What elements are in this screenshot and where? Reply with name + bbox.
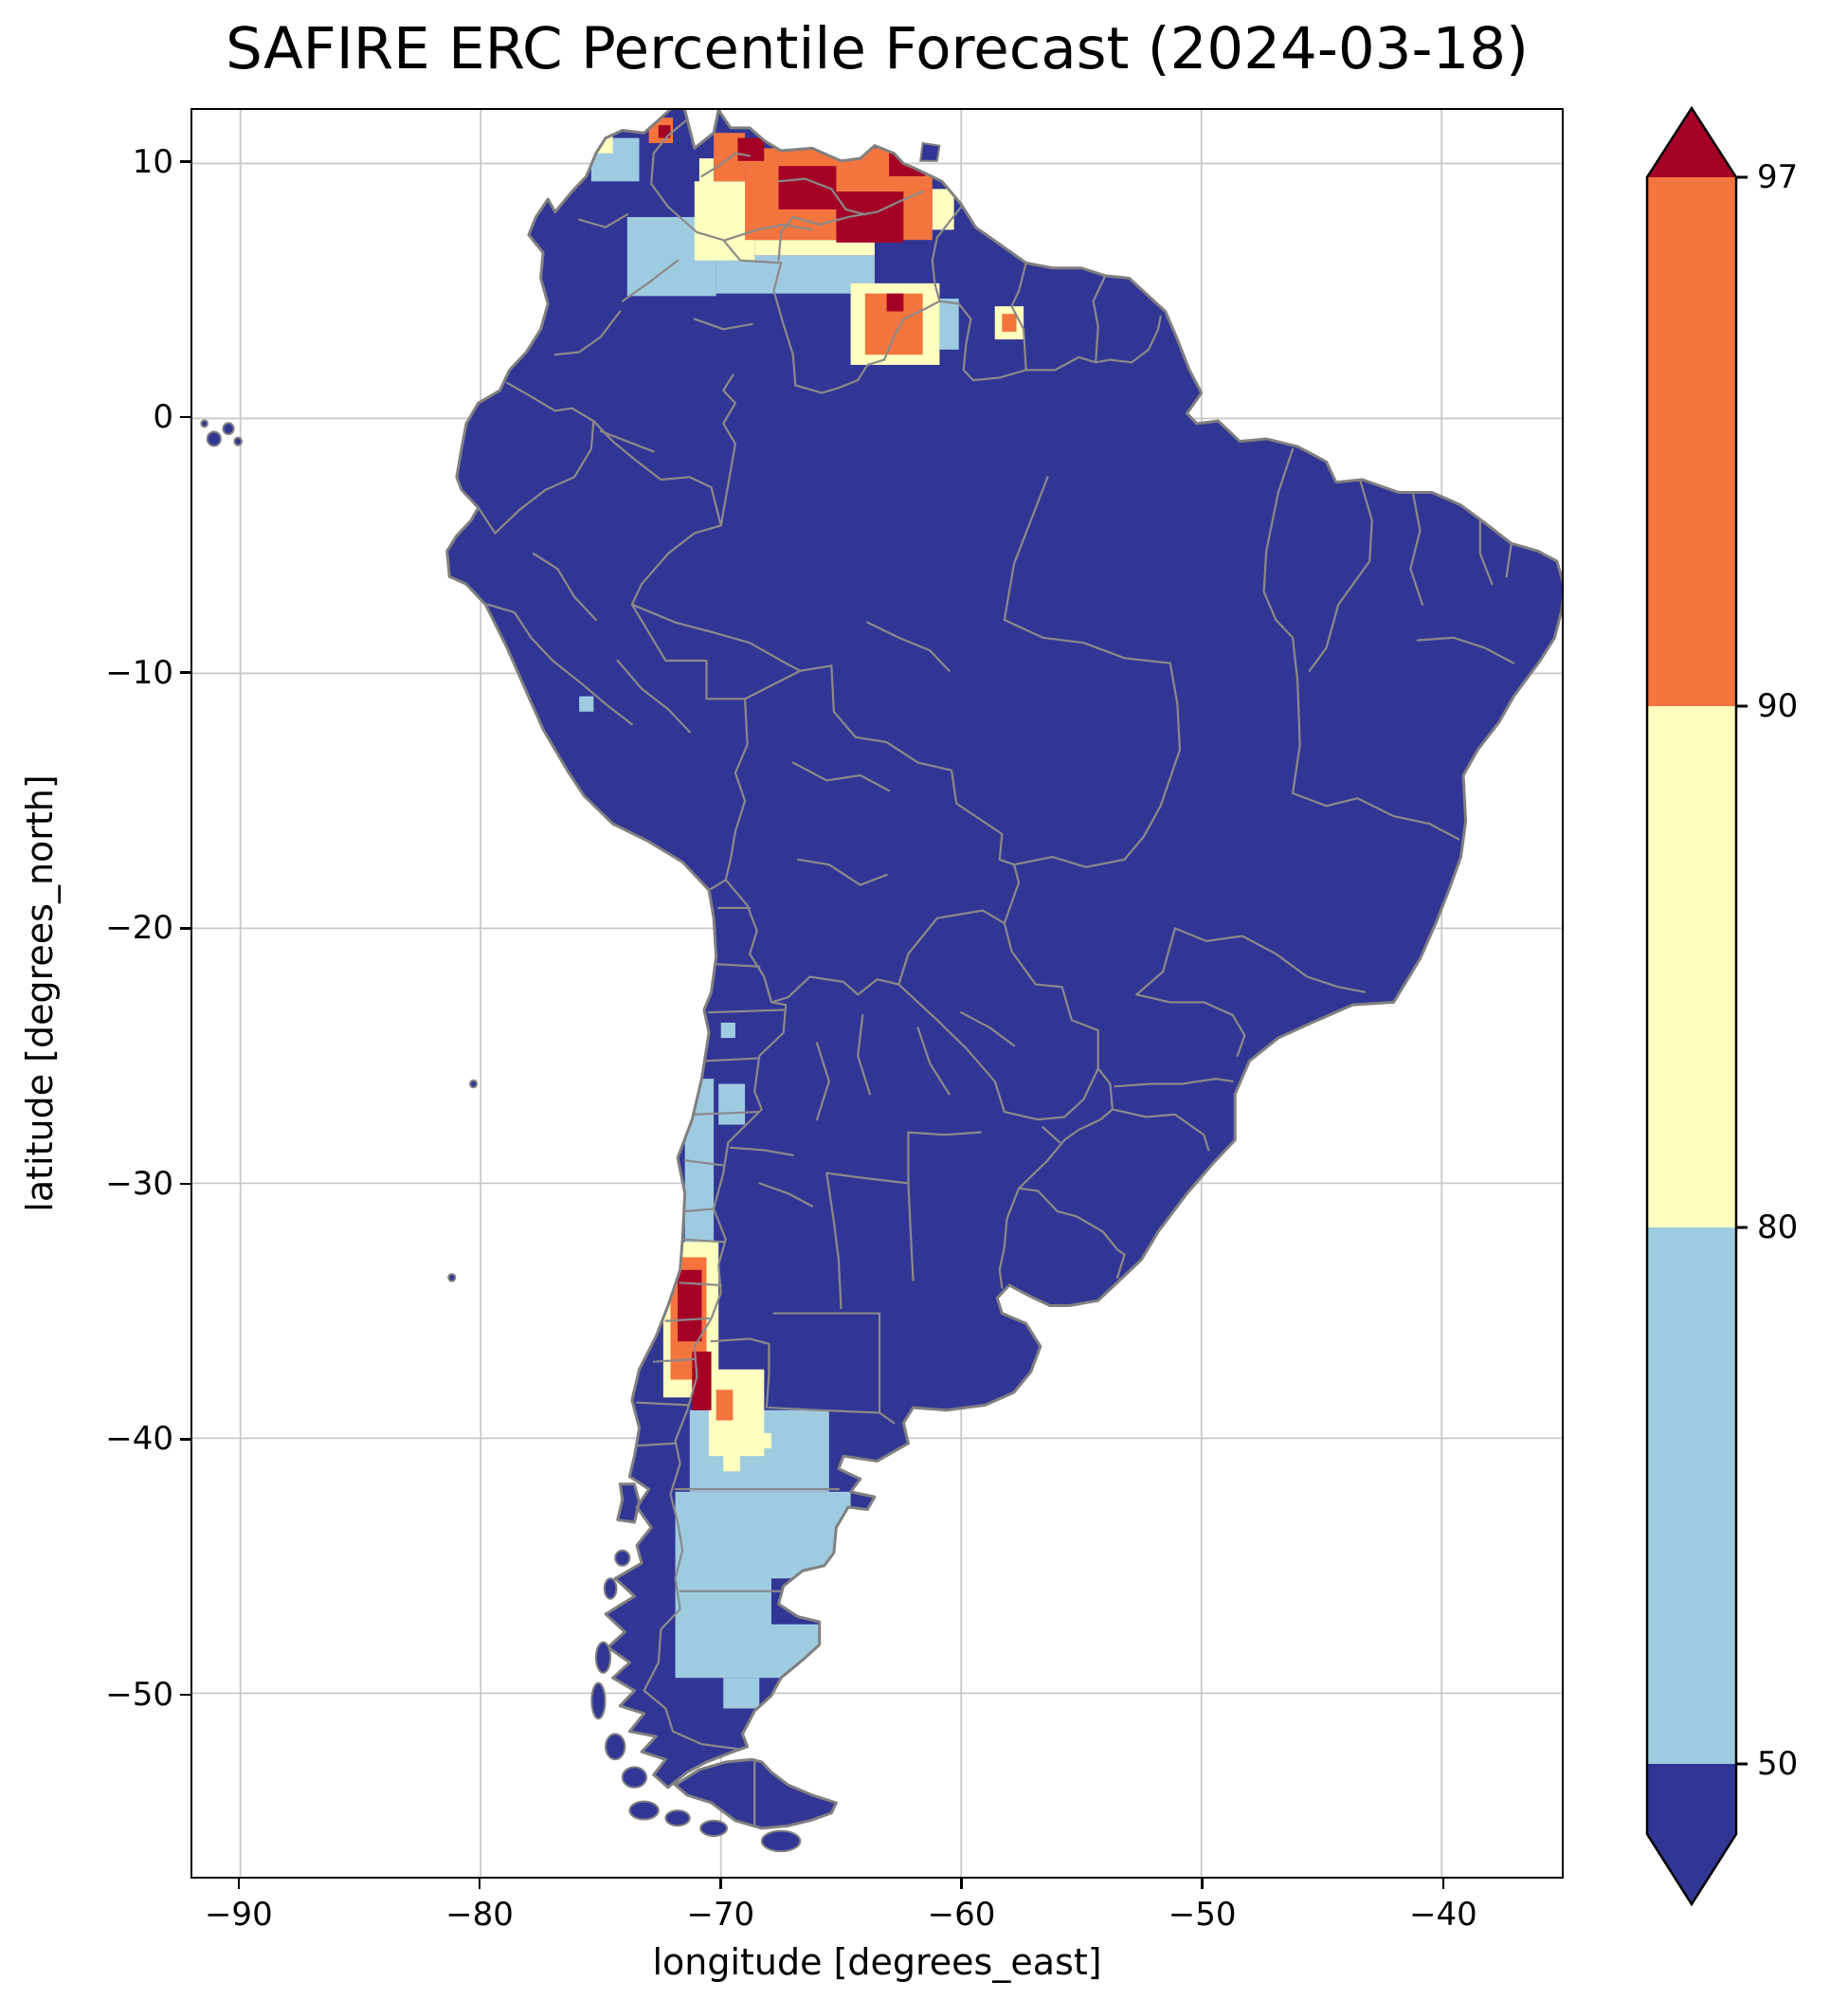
colorbar-band-below-50 bbox=[1647, 1764, 1736, 1834]
pacific-islet bbox=[470, 1081, 477, 1088]
fjord-island bbox=[606, 1734, 625, 1759]
hotspot->97 bbox=[737, 137, 765, 161]
fjord-island bbox=[591, 1683, 605, 1719]
colorbar-tick-label: 97 bbox=[1757, 158, 1798, 196]
x-tick-label: −80 bbox=[445, 1896, 514, 1934]
x-tick-label: −40 bbox=[1409, 1896, 1477, 1934]
x-tick-mark bbox=[478, 1879, 481, 1889]
fjord-island bbox=[596, 1643, 610, 1673]
y-tick-mark bbox=[180, 1438, 190, 1441]
y-tick-label: −30 bbox=[105, 1164, 173, 1203]
trinidad-island bbox=[920, 143, 939, 161]
colorbar-band-50-80 bbox=[1647, 1227, 1736, 1764]
colorbar-band-90-97 bbox=[1647, 177, 1736, 706]
colorbar-extend-above bbox=[1647, 108, 1736, 177]
fjord-island bbox=[623, 1767, 646, 1788]
y-tick-label: 10 bbox=[132, 142, 173, 181]
state-province-borders bbox=[488, 154, 1513, 1591]
hotspot-50-80 bbox=[590, 137, 640, 182]
y-tick-label: −10 bbox=[105, 653, 173, 692]
y-tick-mark bbox=[180, 671, 190, 674]
hotspot->97 bbox=[886, 293, 904, 312]
x-tick-mark bbox=[960, 1879, 963, 1889]
y-tick-label: −40 bbox=[105, 1420, 173, 1459]
x-tick-mark bbox=[1441, 1879, 1445, 1889]
hotspot-50-80 bbox=[723, 1678, 760, 1709]
fjord-island bbox=[629, 1802, 658, 1820]
colorbar: 97 90 80 50 bbox=[1645, 105, 1798, 1907]
hotspot-80-90 bbox=[698, 158, 715, 192]
x-tick-mark bbox=[237, 1879, 241, 1889]
hotspot-50-80 bbox=[720, 1022, 735, 1039]
plot-area bbox=[190, 108, 1564, 1879]
fjord-island bbox=[700, 1821, 727, 1836]
hotspot-90-97 bbox=[1002, 314, 1017, 333]
x-tick-label: −90 bbox=[204, 1896, 273, 1934]
hotspot-80-90 bbox=[754, 1432, 771, 1449]
hotspot-80-90 bbox=[694, 181, 755, 261]
fjord-island bbox=[615, 1551, 629, 1566]
y-tick-mark bbox=[180, 927, 190, 930]
south-america-landmass bbox=[446, 110, 1562, 1828]
islands bbox=[201, 143, 939, 1851]
y-tick-label: 0 bbox=[153, 398, 173, 437]
y-tick-label: −50 bbox=[105, 1675, 173, 1714]
y-tick-mark bbox=[180, 415, 190, 419]
colorbar-extend-below bbox=[1647, 1834, 1736, 1904]
south-america-map bbox=[192, 110, 1562, 1877]
y-axis-label: latitude [degrees_north] bbox=[19, 774, 61, 1212]
hotspot-80-90 bbox=[754, 240, 875, 256]
hotspot-50-80 bbox=[939, 299, 959, 350]
fjord-island bbox=[762, 1831, 801, 1852]
colorbar-tick-label: 50 bbox=[1757, 1745, 1798, 1783]
galapagos-island bbox=[201, 420, 208, 427]
colorbar-tick-label: 80 bbox=[1757, 1208, 1798, 1246]
country-borders bbox=[479, 118, 1161, 1826]
x-tick-label: −50 bbox=[1168, 1896, 1237, 1934]
hotspot-80-90 bbox=[723, 1450, 740, 1472]
y-tick-mark bbox=[180, 160, 190, 163]
hotspot-50-80 bbox=[718, 1083, 746, 1125]
hotspot->97 bbox=[678, 1269, 702, 1342]
chart-title: SAFIRE ERC Percentile Forecast (2024-03-… bbox=[226, 15, 1529, 82]
galapagos-island bbox=[234, 438, 242, 445]
galapagos-island bbox=[208, 431, 221, 445]
x-tick-mark bbox=[719, 1879, 722, 1889]
hotspot-50-80 bbox=[675, 1491, 851, 1679]
x-tick-label: −60 bbox=[927, 1896, 996, 1934]
fjord-island bbox=[665, 1810, 689, 1826]
colorbar-tick-label: 90 bbox=[1757, 687, 1798, 725]
y-tick-mark bbox=[180, 1693, 190, 1697]
hotspot-50-80 bbox=[716, 255, 875, 294]
hotspot-90-97 bbox=[716, 1390, 734, 1421]
admin-boundaries bbox=[479, 118, 1514, 1826]
y-tick-mark bbox=[180, 1182, 190, 1186]
x-tick-label: −70 bbox=[686, 1896, 755, 1934]
pacific-islet bbox=[448, 1274, 455, 1281]
colorbar-band-80-90 bbox=[1647, 706, 1736, 1227]
hotspot-50-80 bbox=[579, 696, 594, 712]
x-tick-mark bbox=[1201, 1879, 1204, 1889]
y-tick-label: −20 bbox=[105, 909, 173, 948]
galapagos-island bbox=[223, 423, 233, 434]
hotspot-80-90 bbox=[932, 189, 954, 230]
x-axis-label: longitude [degrees_east] bbox=[652, 1941, 1102, 1983]
fjord-island bbox=[605, 1578, 617, 1599]
